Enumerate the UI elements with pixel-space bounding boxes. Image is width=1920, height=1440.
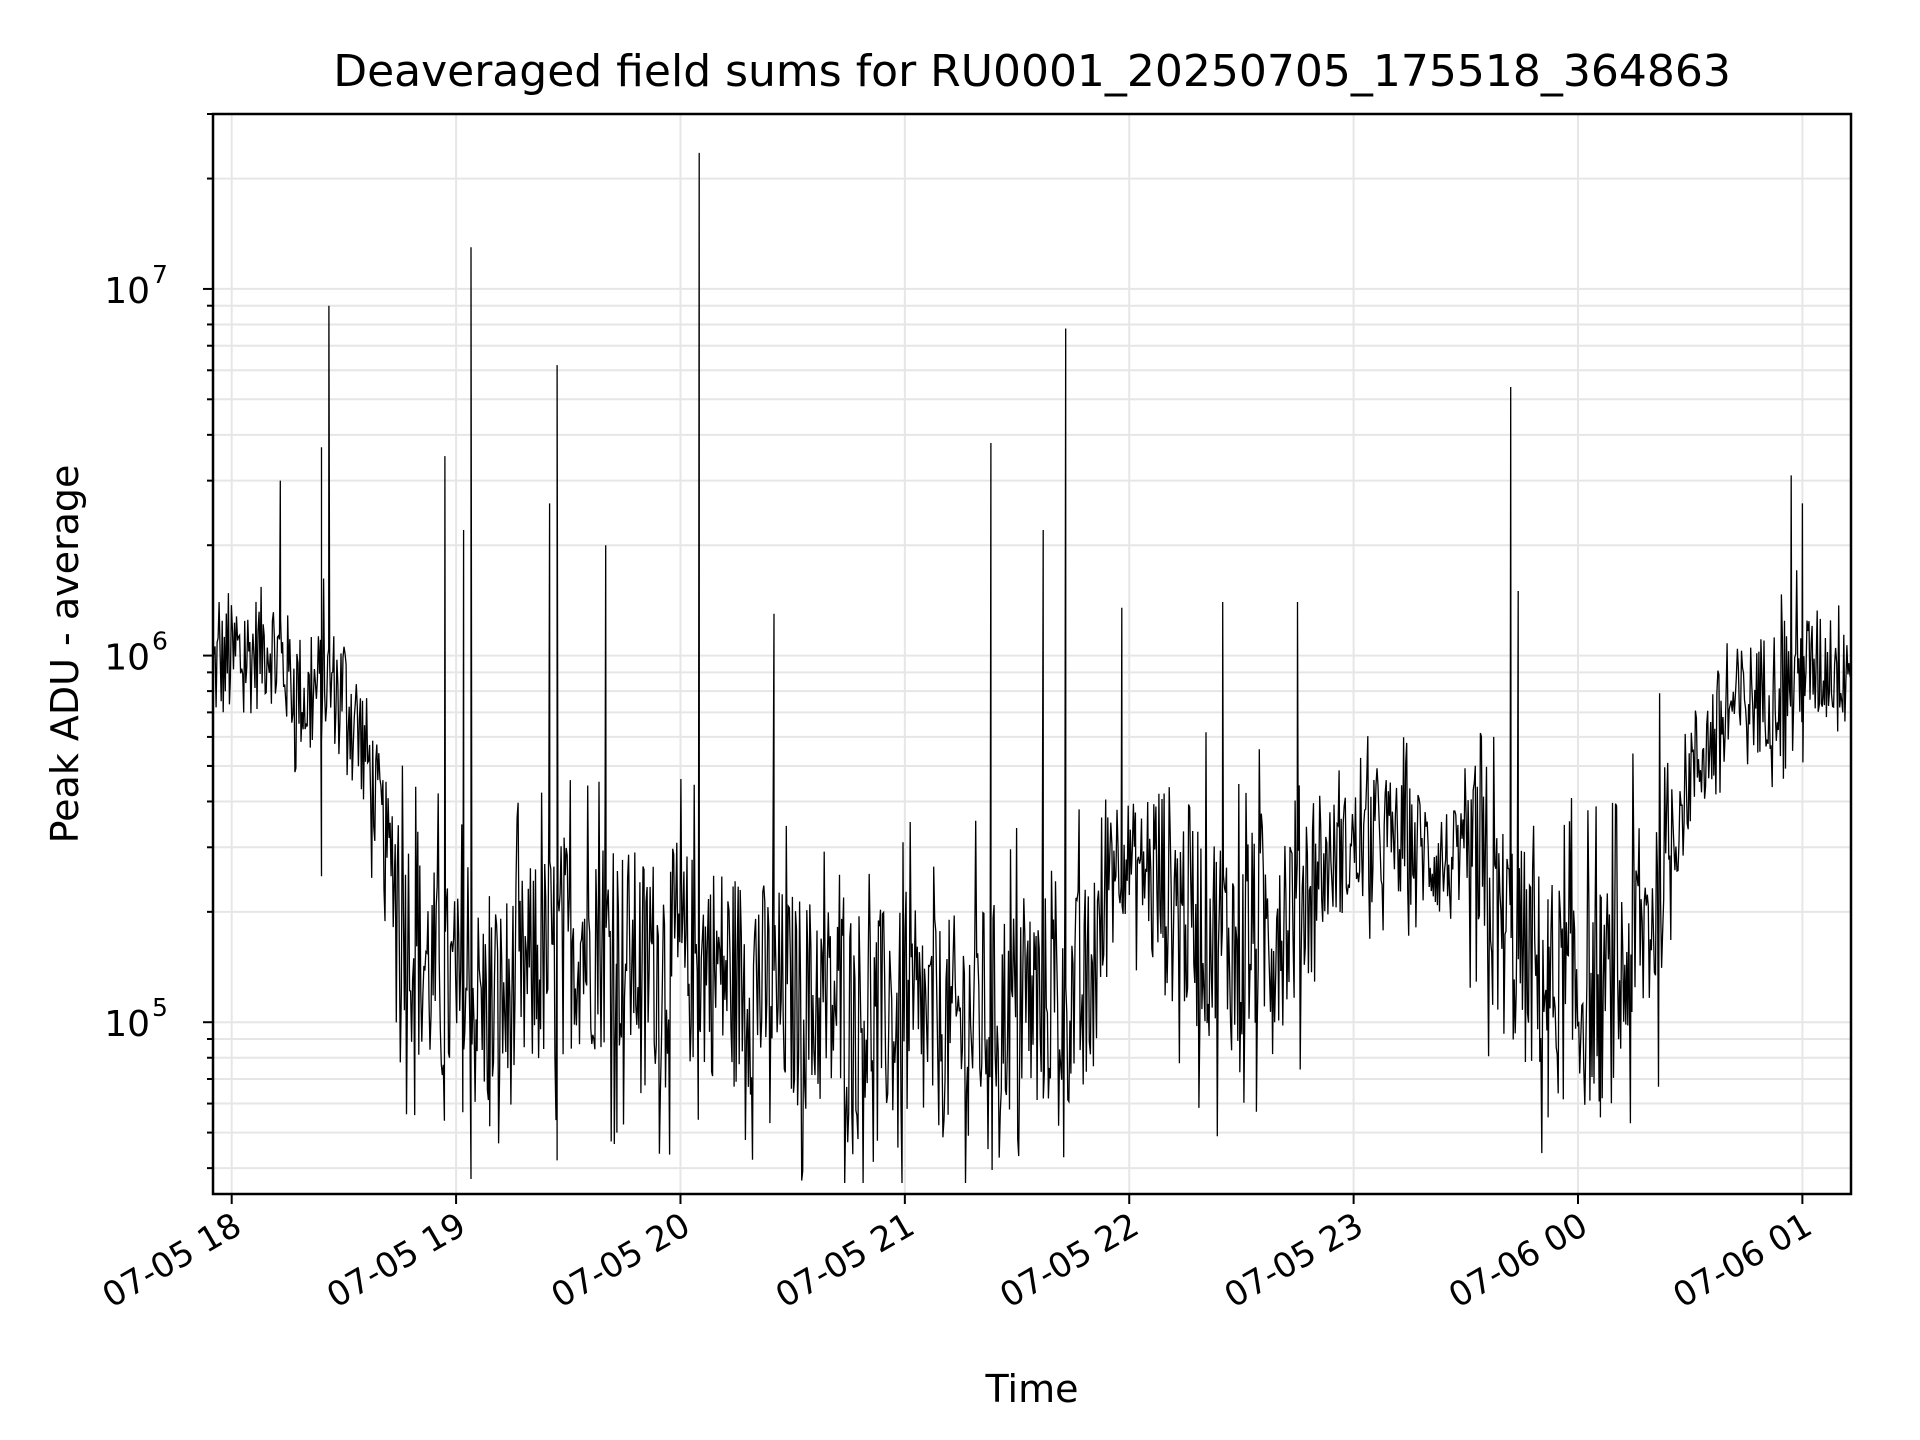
series-line-layer bbox=[212, 152, 1852, 1184]
y-axis-label: Peak ADU - average bbox=[43, 465, 87, 844]
chart-title: Deaveraged field sums for RU0001_2025070… bbox=[333, 46, 1731, 97]
y-tick-label-exponent: 7 bbox=[152, 260, 168, 289]
y-tick-label-exponent: 5 bbox=[152, 993, 168, 1022]
y-tick-label: 10 6 bbox=[104, 627, 168, 679]
y-tick-label-base: 10 bbox=[104, 271, 150, 312]
grid-layer bbox=[213, 113, 1851, 1194]
y-tick-label-base: 10 bbox=[104, 638, 150, 679]
y-tick-label-exponent: 6 bbox=[152, 627, 168, 656]
plot-frame bbox=[211, 112, 1853, 1196]
y-tick-label: 10 5 bbox=[104, 993, 168, 1045]
series-line bbox=[212, 152, 1852, 1184]
x-axis-label: Time bbox=[985, 1367, 1079, 1411]
y-tick-label: 10 7 bbox=[104, 260, 168, 312]
y-tick-label-base: 10 bbox=[104, 1004, 150, 1045]
